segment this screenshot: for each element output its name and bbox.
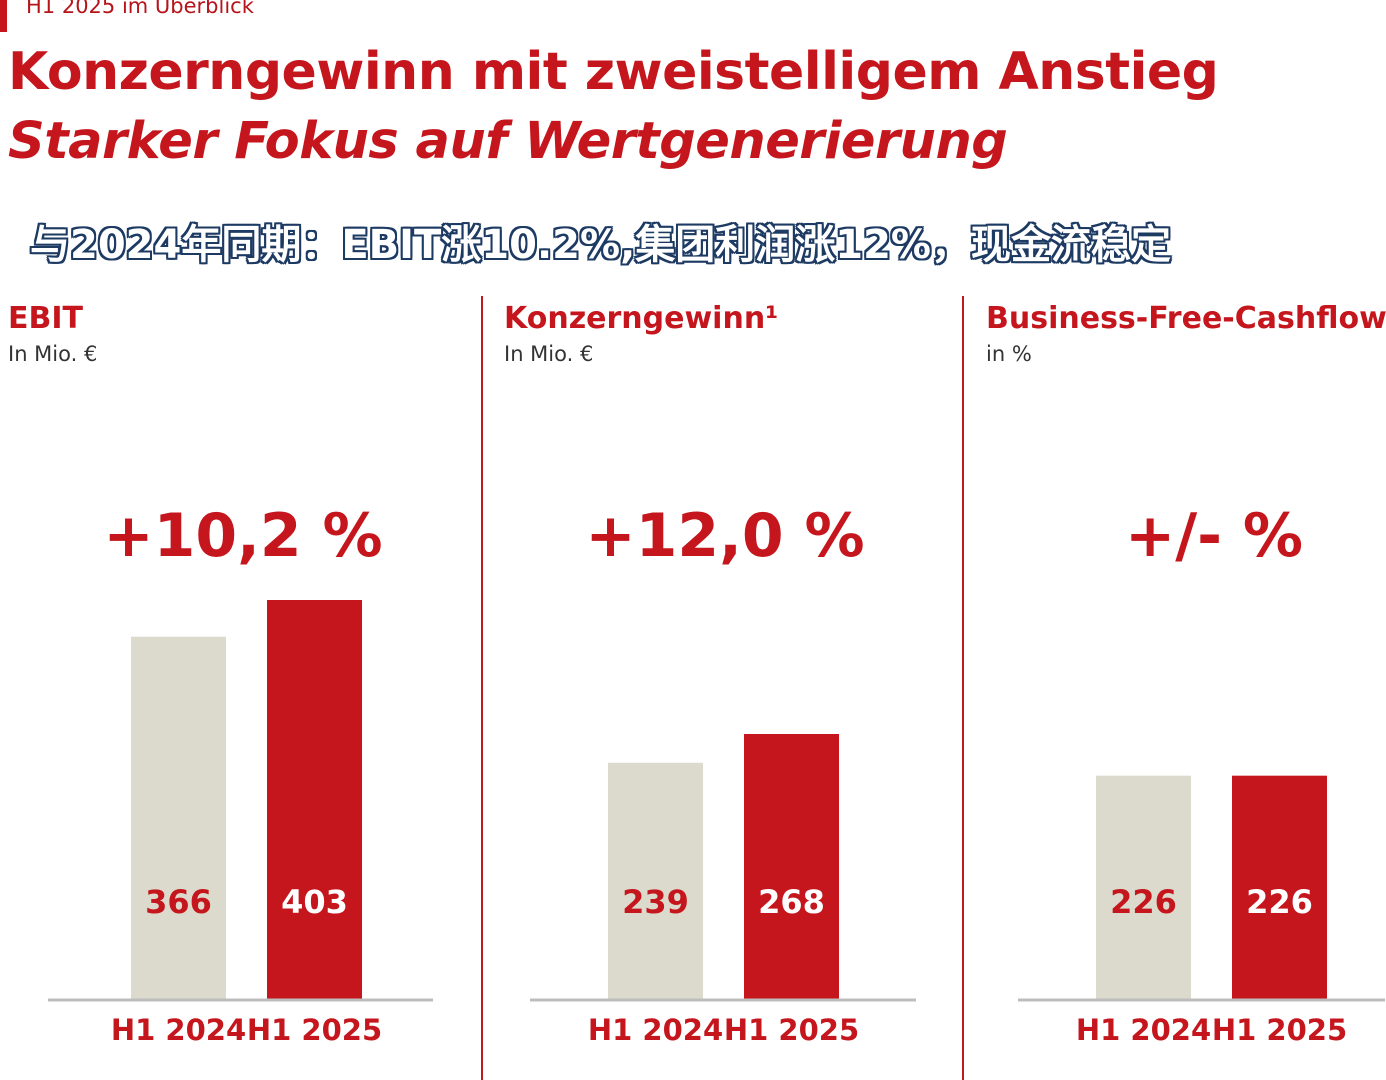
change-label: +10,2 % <box>103 501 382 571</box>
chart-unit: In Mio. € <box>8 342 97 366</box>
data-label: 239 <box>622 883 689 921</box>
data-label: 268 <box>758 883 825 921</box>
caption-overlay: 与2024年同期：EBIT涨10.2%,集团利润涨12%，现金流稳定 <box>30 222 1172 268</box>
bar <box>1096 775 1191 1000</box>
chart-title: Konzerngewinn¹ <box>504 301 778 336</box>
accent-bar <box>0 0 7 32</box>
change-label: +12,0 % <box>585 501 864 571</box>
data-label: 226 <box>1246 883 1313 921</box>
chart-title: Business-Free-Cashflow <box>986 301 1386 336</box>
panel-divider <box>481 296 483 1080</box>
x-tick-label: H1 2024 <box>111 1013 246 1047</box>
page-subtitle: Starker Fokus auf Wertgenerierung <box>8 112 1008 171</box>
x-tick-label: H1 2024 <box>1076 1013 1211 1047</box>
data-label: 366 <box>145 883 212 921</box>
panel-divider <box>962 296 964 1080</box>
x-tick-label: H1 2024 <box>588 1013 723 1047</box>
page-title: Konzerngewinn mit zweistelligem Anstieg <box>8 42 1219 102</box>
x-tick-label: H1 2025 <box>724 1013 859 1047</box>
bar <box>267 600 362 1000</box>
chart-unit: in % <box>986 342 1032 366</box>
change-label: +/- % <box>1125 501 1303 571</box>
chart-unit: In Mio. € <box>504 342 593 366</box>
data-label: 403 <box>281 883 348 921</box>
bar <box>131 636 226 1000</box>
section-label: H1 2025 im Überblick <box>26 0 254 18</box>
chart-title: EBIT <box>8 301 84 336</box>
bar <box>608 762 703 1000</box>
x-tick-label: H1 2025 <box>247 1013 382 1047</box>
data-label: 226 <box>1110 883 1177 921</box>
bar <box>744 733 839 1000</box>
bar <box>1232 775 1327 1000</box>
x-tick-label: H1 2025 <box>1212 1013 1347 1047</box>
